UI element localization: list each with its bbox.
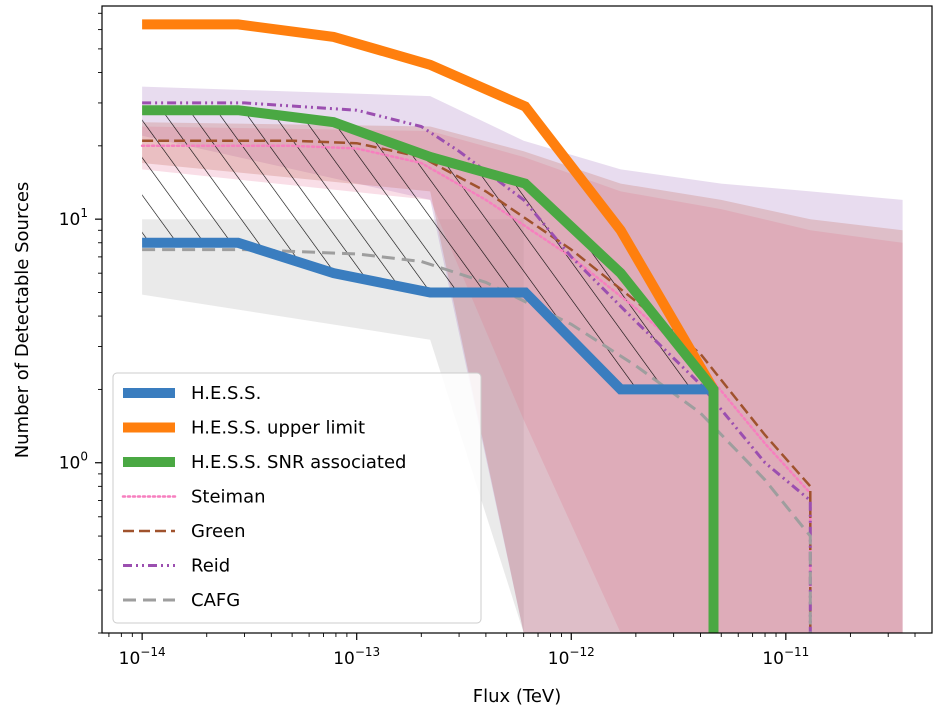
legend-label-h-e-s-s-snr-associated: H.E.S.S. SNR associated — [191, 452, 406, 473]
y-tick-label: 101 — [59, 206, 88, 230]
x-axis-ticks: 10−14 10−13 10−12 10−11 — [108, 633, 916, 669]
band-cafg — [142, 219, 524, 633]
y-axis-title: Number of Detectable Sources — [12, 182, 33, 459]
series-lines — [140, 19, 812, 633]
x-tick-label: 10−11 — [762, 645, 809, 669]
legend-label-green: Green — [191, 521, 246, 542]
series-line-h-e-s-s-upper-limit — [142, 19, 718, 392]
legend-box — [112, 372, 482, 624]
legend-label-cafg: CAFG — [191, 590, 240, 611]
x-tick-label: 10−14 — [119, 645, 166, 669]
legend-label-reid: Reid — [191, 556, 230, 577]
hatched-region-group — [142, 110, 714, 390]
legend: H.E.S.S. H.E.S.S. upper limit H.E.S.S. SNR… — [112, 372, 482, 624]
legend-label-h-e-s-s-upper-limit: H.E.S.S. upper limit — [191, 418, 365, 439]
series-line-h-e-s-s — [142, 237, 714, 395]
x-axis-title: Flux (TeV) — [473, 686, 562, 707]
series-line-reid — [142, 101, 812, 633]
series-line-steiman — [140, 144, 812, 633]
legend-label-h-e-s-s: H.E.S.S. — [191, 383, 261, 404]
plot-frame — [101, 5, 933, 634]
series-line-green — [142, 139, 812, 633]
y-tick-label: 100 — [59, 450, 88, 474]
series-line-cafg — [142, 248, 812, 633]
series-line-h-e-s-s-snr-associated — [142, 105, 719, 633]
hatched-region — [142, 110, 714, 390]
x-tick-label: 10−12 — [548, 645, 595, 669]
y-axis-ticks: 100 101 — [59, 12, 102, 634]
legend-label-steiman: Steiman — [191, 487, 266, 508]
x-tick-label: 10−13 — [333, 645, 380, 669]
